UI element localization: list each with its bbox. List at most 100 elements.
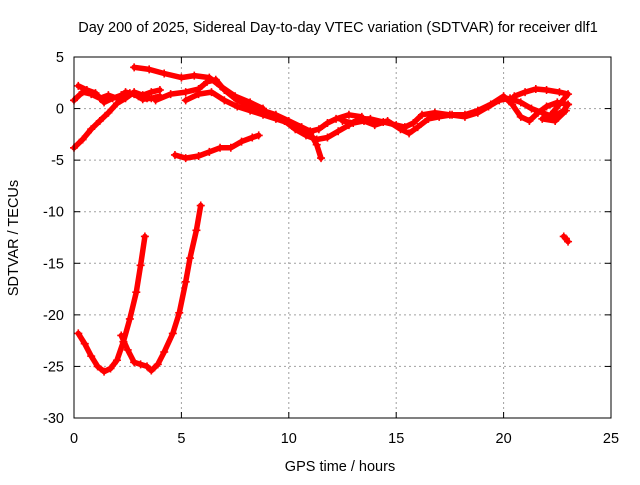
data-point xyxy=(344,110,353,119)
data-point xyxy=(448,110,457,119)
data-point xyxy=(80,339,89,348)
data-point xyxy=(359,116,368,125)
data-point xyxy=(220,96,229,105)
data-point xyxy=(203,77,212,86)
data-point xyxy=(527,104,536,113)
series-track-3 xyxy=(74,81,160,107)
data-point xyxy=(100,98,109,107)
y-tick-label: 5 xyxy=(56,50,64,66)
data-point xyxy=(248,133,257,142)
x-tick-label: 10 xyxy=(281,431,297,447)
data-point xyxy=(323,119,332,128)
data-point xyxy=(564,90,573,99)
data-point xyxy=(194,152,203,161)
data-point xyxy=(405,129,414,138)
series-track-line xyxy=(75,83,159,106)
plot-frame xyxy=(73,56,612,419)
data-point xyxy=(314,125,323,134)
data-point xyxy=(192,226,201,235)
data-point xyxy=(323,133,332,142)
series-track-line xyxy=(131,64,266,112)
data-point xyxy=(125,314,134,323)
y-tick-label: -10 xyxy=(43,205,64,221)
data-point xyxy=(499,92,508,101)
data-point xyxy=(168,329,177,338)
data-point xyxy=(564,100,573,109)
x-axis-label: GPS time / hours xyxy=(285,459,395,475)
data-point xyxy=(117,331,126,340)
data-point xyxy=(259,110,268,119)
x-tick-label: 5 xyxy=(177,431,185,447)
data-point xyxy=(473,106,482,115)
data-point xyxy=(74,81,83,90)
data-point xyxy=(185,254,194,263)
y-tick-label: -20 xyxy=(43,308,64,324)
series-track-line xyxy=(118,202,204,374)
data-point xyxy=(78,135,87,144)
data-point xyxy=(153,360,162,369)
data-point xyxy=(160,347,169,356)
data-point xyxy=(125,89,134,98)
series-track-line xyxy=(172,132,262,161)
data-point xyxy=(170,150,179,159)
data-point xyxy=(237,137,246,146)
data-point xyxy=(486,100,495,109)
data-point xyxy=(136,360,145,369)
data-point xyxy=(516,98,525,107)
series-track-11 xyxy=(74,232,149,376)
data-point xyxy=(130,358,139,367)
data-point xyxy=(424,114,433,123)
data-point xyxy=(207,88,216,97)
data-point xyxy=(338,116,347,125)
data-point xyxy=(147,366,156,375)
data-point xyxy=(190,71,199,80)
data-point xyxy=(409,119,418,128)
data-point xyxy=(546,110,555,119)
data-point xyxy=(516,112,525,121)
data-point xyxy=(521,88,530,97)
data-point xyxy=(166,90,175,99)
series-track-7 xyxy=(170,131,263,163)
data-point xyxy=(555,100,564,109)
data-point xyxy=(538,114,547,123)
data-point xyxy=(194,90,203,99)
series-track-line xyxy=(75,233,148,375)
data-point xyxy=(181,277,190,286)
data-point xyxy=(370,121,379,130)
data-point xyxy=(140,232,149,241)
x-tick-label: 20 xyxy=(496,431,512,447)
y-tick-label: -5 xyxy=(51,153,64,169)
data-point xyxy=(435,112,444,121)
data-point xyxy=(254,131,263,140)
data-point xyxy=(181,154,190,163)
data-point xyxy=(508,100,517,109)
data-point xyxy=(531,84,540,93)
data-layer xyxy=(70,63,573,376)
data-point xyxy=(510,92,519,101)
data-point xyxy=(216,143,225,152)
data-point xyxy=(349,119,358,128)
data-point xyxy=(196,201,205,210)
data-point xyxy=(74,329,83,338)
data-point xyxy=(136,261,145,270)
y-tick-label: -15 xyxy=(43,256,64,272)
data-point xyxy=(291,125,300,134)
data-point xyxy=(561,106,570,115)
data-point xyxy=(143,362,152,371)
data-point xyxy=(211,75,220,84)
chart-title: Day 200 of 2025, Sidereal Day-to-day VTE… xyxy=(78,20,598,36)
data-point xyxy=(100,367,109,376)
data-point xyxy=(93,362,102,371)
data-point xyxy=(555,88,564,97)
series-track-10 xyxy=(510,84,573,125)
data-point xyxy=(117,91,126,100)
data-point xyxy=(460,110,469,119)
x-tick-label: 15 xyxy=(388,431,404,447)
data-point xyxy=(175,308,184,317)
data-point xyxy=(226,143,235,152)
data-point xyxy=(246,106,255,115)
data-point xyxy=(417,110,426,119)
series-track-line xyxy=(339,93,571,137)
